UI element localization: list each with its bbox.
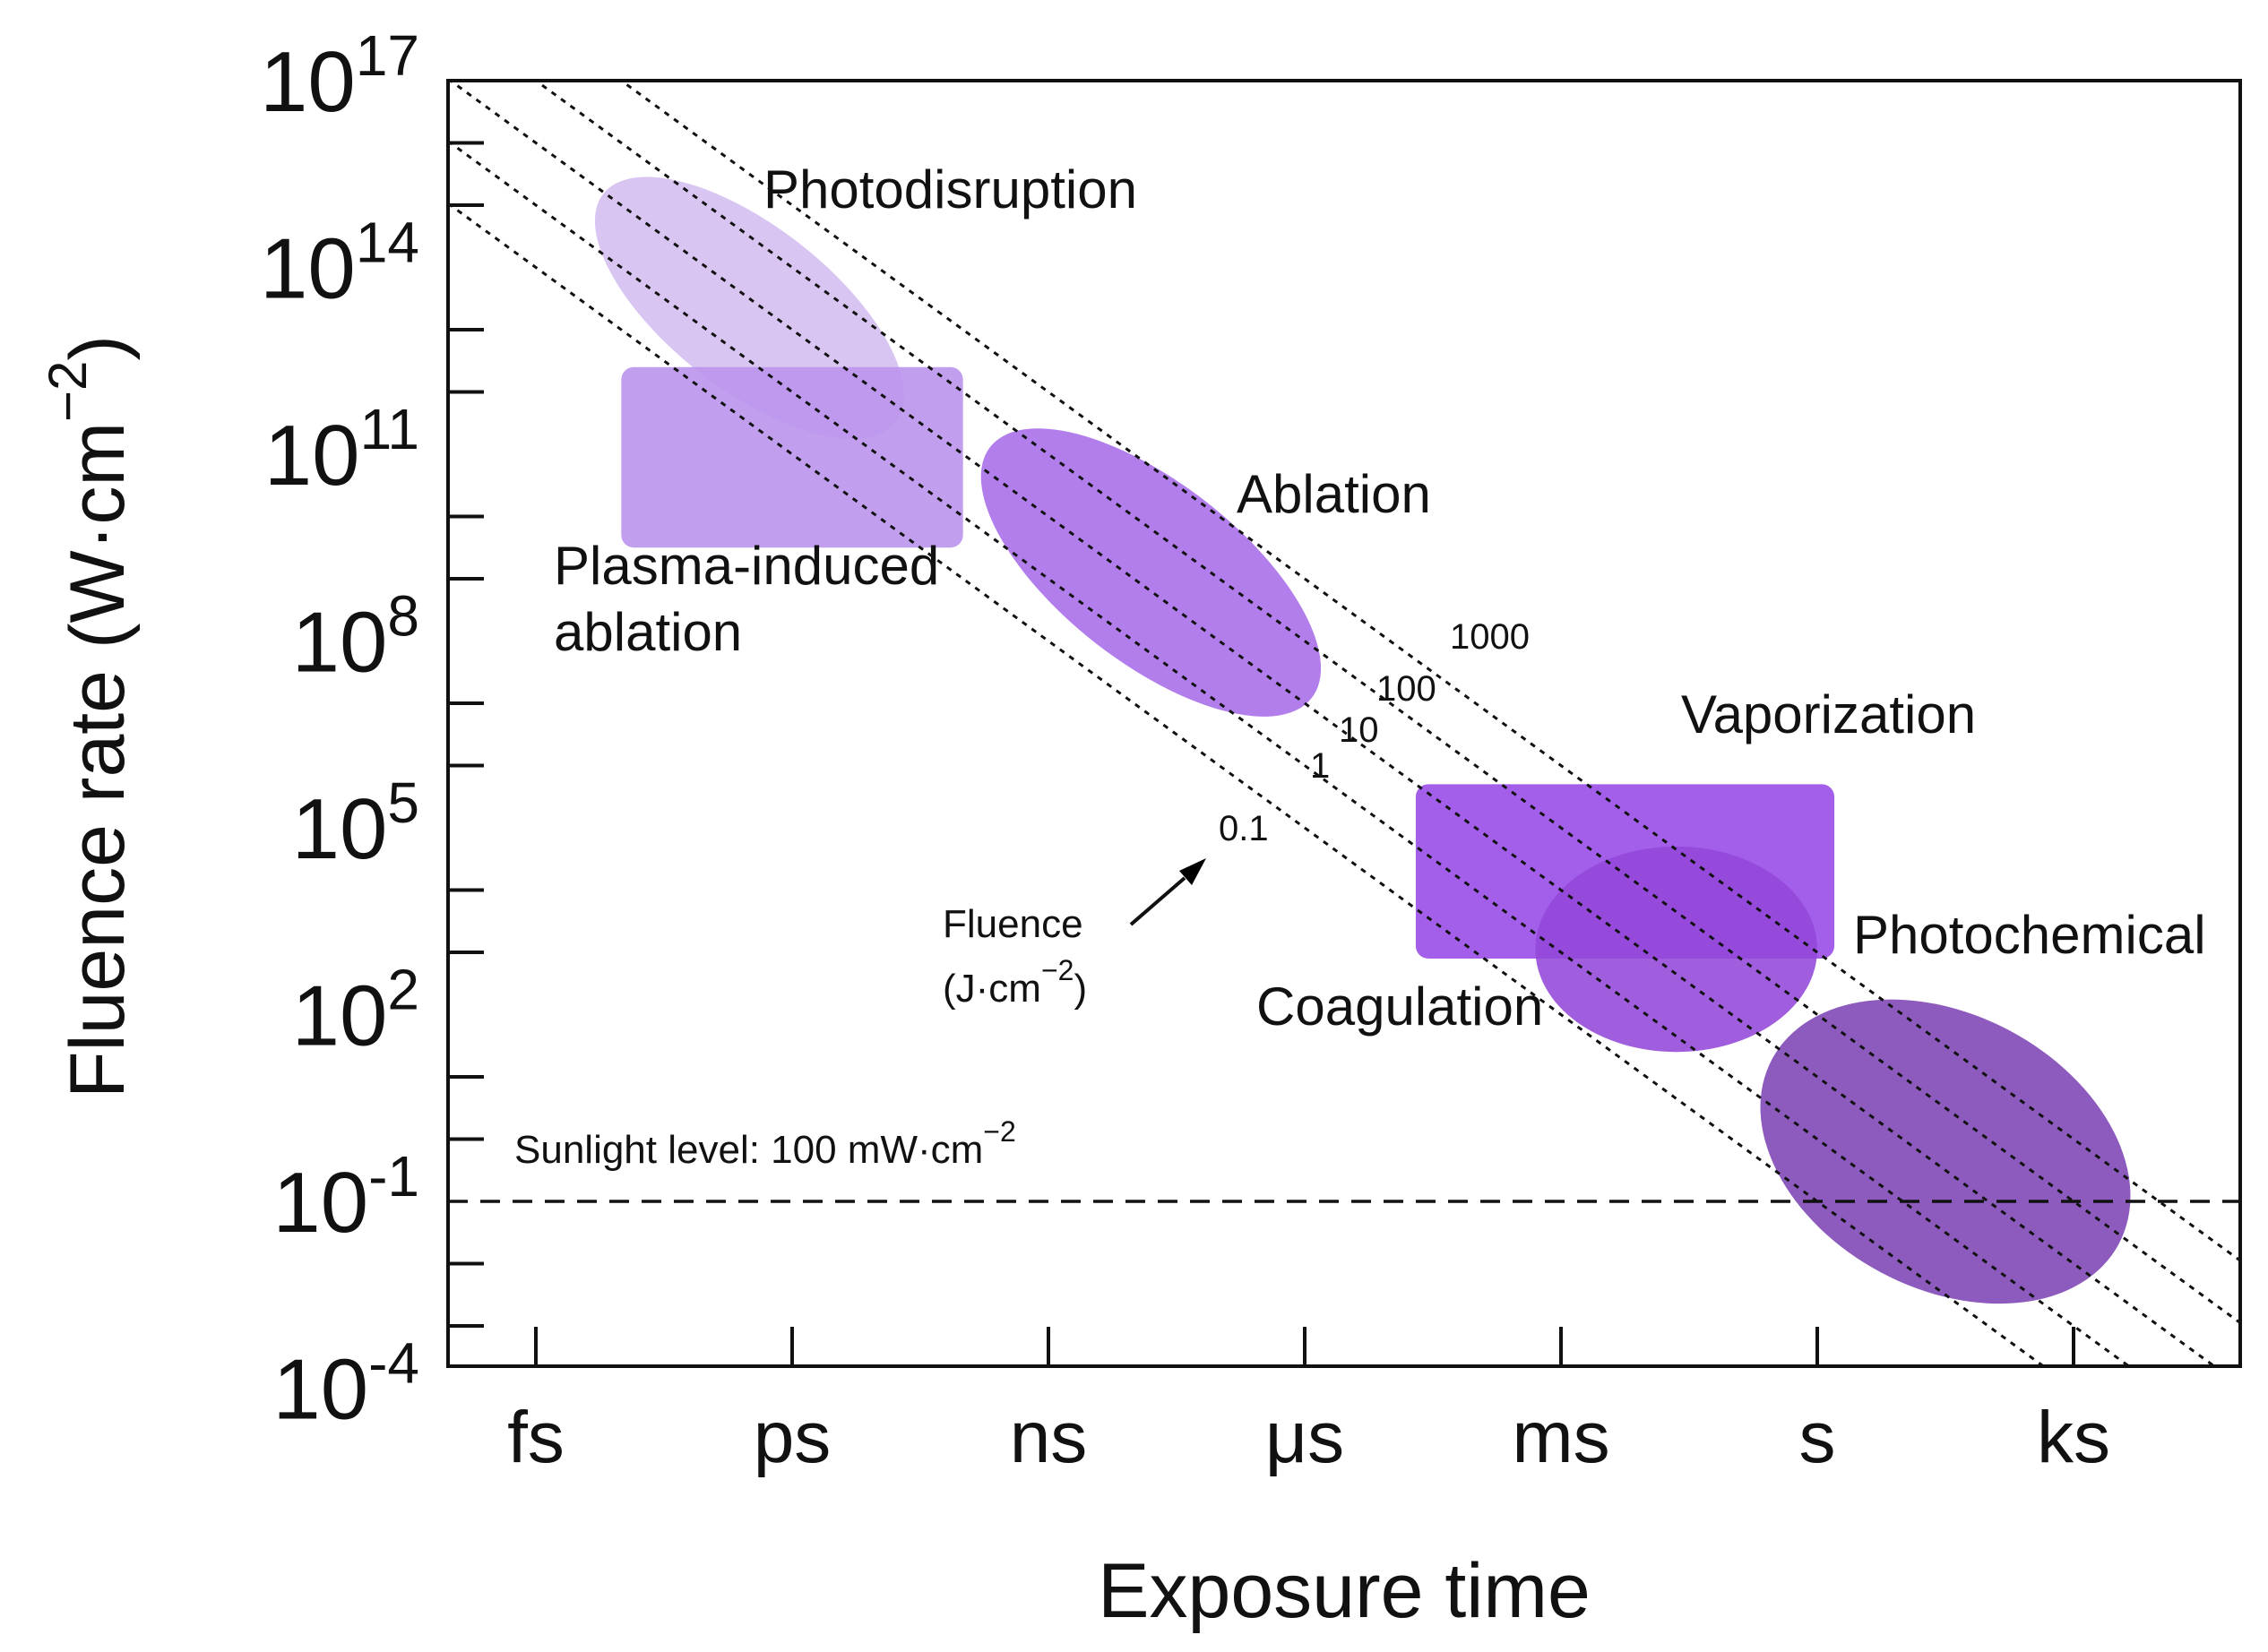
label-vaporization: Vaporization <box>1681 684 1976 744</box>
label-line: Plasma-induced <box>554 536 939 596</box>
region-ablation <box>980 428 1322 717</box>
x-tick-label-ns: ns <box>1010 1397 1088 1478</box>
y-tick-label-e8-superscript: 8 <box>387 584 419 649</box>
label-photodisruption: Photodisruption <box>763 159 1137 219</box>
y-tick-label-e8-text: 10 <box>292 595 388 691</box>
y-axis-title-superscript: −2 <box>38 361 98 422</box>
fluence-line-10 <box>448 81 2217 1366</box>
fluence-label-0-1: 0.1 <box>1219 809 1269 848</box>
label-line: Ablation <box>1237 464 1431 524</box>
y-axis-title-close: ) <box>55 335 141 361</box>
fluence-arrowhead <box>1179 858 1206 885</box>
label-line: Coagulation <box>1256 977 1543 1037</box>
y-tick-label-e2-superscript: 2 <box>387 958 419 1022</box>
fluence-label-1000: 1000 <box>1450 617 1530 657</box>
fluence-annotation-unit-text: (J·cm <box>943 967 1041 1011</box>
sunlight-label-superscript: −2 <box>983 1115 1015 1148</box>
y-tick-label-e14: 1014 <box>260 211 419 317</box>
sunlight-label-text: Sunlight level: 100 mW·cm <box>514 1128 983 1172</box>
x-tick-label-ks: ks <box>2037 1397 2110 1478</box>
fluence-label-100: 100 <box>1376 669 1436 709</box>
x-tick-label-us: μs <box>1265 1397 1344 1478</box>
y-tick-label-e14-text: 10 <box>260 221 356 317</box>
label-coagulation: Coagulation <box>1256 977 1543 1037</box>
y-tick-label-e14-superscript: 14 <box>356 211 419 275</box>
y-tick-label-e11-superscript: 11 <box>360 397 419 461</box>
fluence-line-100 <box>533 81 2240 1324</box>
y-tick-label-e17: 1017 <box>260 23 419 130</box>
fluence-annotation-unit-close: ) <box>1074 967 1087 1011</box>
region-plasma-induced-ablation <box>621 366 963 548</box>
fluence-line-1 <box>448 140 2132 1366</box>
sunlight-label: Sunlight level: 100 mW·cm−2 <box>514 1115 1016 1172</box>
label-ablation: Ablation <box>1237 464 1431 524</box>
fluence-line-0-1 <box>448 202 2046 1366</box>
x-tick-label-fs: fs <box>507 1397 565 1478</box>
y-tick-label-e5-text: 10 <box>292 781 388 877</box>
fluence-label-1: 1 <box>1310 746 1330 786</box>
x-tick-label-s: s <box>1799 1397 1836 1478</box>
label-line: Photochemical <box>1853 905 2206 965</box>
y-tick-label-e11: 1011 <box>264 397 419 503</box>
y-tick-label-e5: 105 <box>292 770 419 877</box>
x-axis-title: Exposure time <box>1098 1548 1591 1634</box>
label-photochemical: Photochemical <box>1853 905 2206 965</box>
y-tick-label-e8: 108 <box>292 584 419 691</box>
y-tick-label-e5-superscript: 5 <box>387 770 419 835</box>
y-tick-label-e2: 102 <box>292 958 419 1064</box>
y-tick-label-e-1: 10-1 <box>272 1144 419 1251</box>
y-tick-label-e-1-superscript: -1 <box>368 1144 419 1209</box>
y-tick-label-e-4-superscript: -4 <box>368 1331 419 1396</box>
y-tick-label-e2-text: 10 <box>292 968 388 1064</box>
fluence-annotation-unit-superscript: −2 <box>1041 954 1074 986</box>
fluence-annotation-title: Fluence <box>943 902 1083 946</box>
y-tick-label-e11-text: 10 <box>264 408 360 503</box>
y-tick-label-e17-text: 10 <box>260 34 356 130</box>
x-tick-label-ms: ms <box>1512 1397 1609 1478</box>
label-line: Vaporization <box>1681 684 1976 744</box>
plot-frame <box>446 79 2242 1368</box>
y-tick-label-e-4: 10-4 <box>272 1331 419 1438</box>
y-tick-label-e17-superscript: 17 <box>356 23 419 88</box>
label-line: ablation <box>554 602 742 662</box>
fluence-line-1000 <box>618 81 2240 1262</box>
x-tick-label-ps: ps <box>754 1397 832 1478</box>
label-line: Photodisruption <box>763 159 1137 219</box>
region-coagulation <box>1535 846 1817 1053</box>
label-plasma-induced-ablation: Plasma-induced ablation <box>554 536 939 662</box>
fluence-label-10: 10 <box>1339 710 1379 750</box>
y-axis-title: Fluence rate (W·cm−2) <box>38 335 141 1098</box>
fluence-annotation-unit: (J·cm−2) <box>943 954 1087 1011</box>
y-tick-label-e-4-text: 10 <box>272 1342 368 1438</box>
y-tick-label-e-1-text: 10 <box>272 1155 368 1251</box>
y-axis-title-text: Fluence rate (W·cm <box>55 422 141 1098</box>
fluence-arrow-shaft <box>1129 876 1186 926</box>
